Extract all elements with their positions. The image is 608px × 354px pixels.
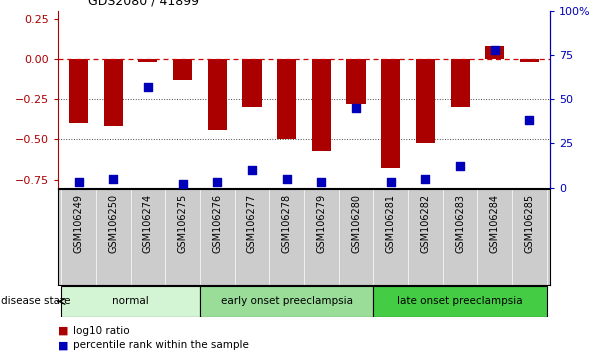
- Text: GSM106249: GSM106249: [74, 194, 83, 253]
- Point: [247, 167, 257, 173]
- Text: GSM106275: GSM106275: [178, 194, 188, 253]
- Text: GSM106282: GSM106282: [420, 194, 430, 253]
- Text: GSM106250: GSM106250: [108, 194, 118, 253]
- Bar: [61, 286, 200, 317]
- Bar: [381, 59, 400, 168]
- Point: [143, 84, 153, 90]
- Text: GSM106277: GSM106277: [247, 194, 257, 253]
- Text: GSM106285: GSM106285: [525, 194, 534, 253]
- Text: GSM106274: GSM106274: [143, 194, 153, 253]
- Point: [525, 118, 534, 123]
- Bar: [277, 59, 296, 139]
- Text: GSM106278: GSM106278: [282, 194, 292, 253]
- Text: GDS2080 / 41899: GDS2080 / 41899: [88, 0, 199, 7]
- Bar: [485, 46, 504, 59]
- Bar: [373, 286, 547, 317]
- Point: [351, 105, 361, 111]
- Bar: [139, 59, 157, 62]
- Bar: [312, 59, 331, 150]
- Text: percentile rank within the sample: percentile rank within the sample: [73, 340, 249, 350]
- Point: [317, 179, 326, 185]
- Point: [178, 181, 187, 187]
- Point: [490, 47, 500, 52]
- Point: [421, 176, 430, 182]
- Text: early onset preeclampsia: early onset preeclampsia: [221, 296, 353, 307]
- Text: disease state: disease state: [1, 296, 70, 307]
- Bar: [69, 59, 88, 123]
- Bar: [243, 59, 261, 107]
- Text: GSM106280: GSM106280: [351, 194, 361, 253]
- Bar: [347, 59, 365, 104]
- Text: late onset preeclampsia: late onset preeclampsia: [397, 296, 523, 307]
- Text: ■: ■: [58, 326, 68, 336]
- Bar: [208, 59, 227, 130]
- Point: [386, 179, 396, 185]
- Bar: [520, 59, 539, 62]
- Point: [212, 179, 222, 185]
- Bar: [104, 59, 123, 126]
- Point: [455, 164, 465, 169]
- Bar: [416, 59, 435, 143]
- Text: GSM106276: GSM106276: [212, 194, 223, 253]
- Text: GSM106279: GSM106279: [316, 194, 326, 253]
- Bar: [451, 59, 469, 107]
- Bar: [200, 286, 373, 317]
- Point: [74, 179, 83, 185]
- Text: log10 ratio: log10 ratio: [73, 326, 130, 336]
- Text: GSM106283: GSM106283: [455, 194, 465, 253]
- Text: GSM106284: GSM106284: [490, 194, 500, 253]
- Bar: [173, 59, 192, 80]
- Point: [108, 176, 118, 182]
- Text: ■: ■: [58, 340, 68, 350]
- Point: [282, 176, 291, 182]
- Text: GSM106281: GSM106281: [385, 194, 396, 253]
- Text: normal: normal: [112, 296, 149, 307]
